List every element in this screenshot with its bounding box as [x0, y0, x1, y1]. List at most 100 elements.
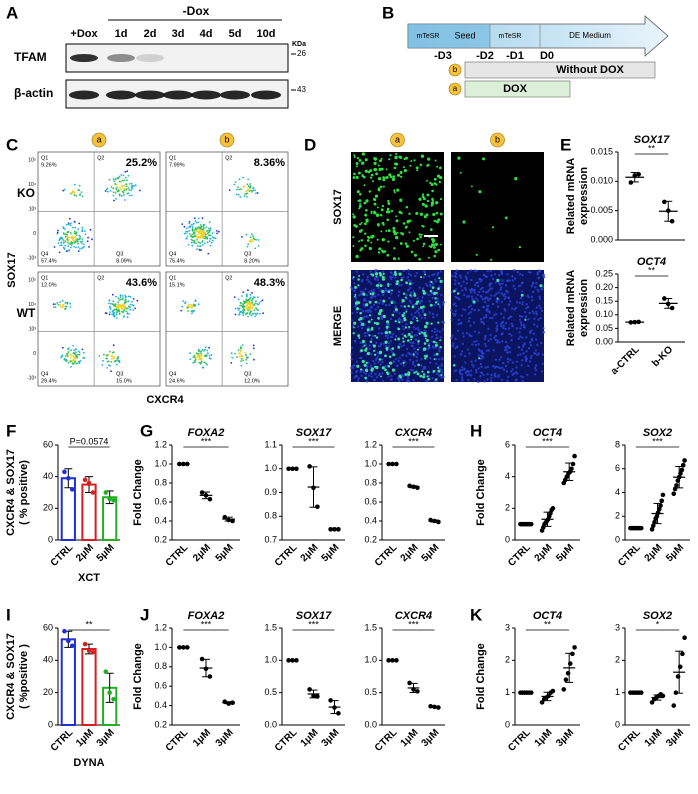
nucleus [501, 279, 504, 282]
nucleus [460, 368, 463, 372]
flow-event [197, 217, 200, 220]
flow-event [185, 227, 188, 230]
sox17-cell [377, 187, 381, 191]
sox17-cell [377, 177, 382, 181]
nucleus [523, 326, 526, 329]
nucleus [367, 374, 371, 377]
flow-event [77, 189, 80, 192]
nucleus [431, 335, 434, 339]
nucleus [506, 273, 509, 276]
nucleus [419, 330, 422, 333]
sox17-cell [399, 242, 403, 245]
nucleus [416, 309, 419, 313]
sox17-cell [384, 368, 387, 372]
nucleus [484, 335, 487, 339]
flow-event [72, 359, 75, 362]
flow-event [76, 240, 78, 242]
sox17-cell [425, 321, 429, 325]
nucleus [412, 290, 415, 293]
sox17-cell [366, 235, 370, 239]
quadrant-value: 8.20% [244, 258, 260, 264]
flow-event [238, 313, 241, 316]
sox17-cell [353, 156, 356, 159]
sox17-cell [357, 301, 361, 305]
flow-event [254, 296, 256, 299]
sox17-cell [376, 238, 379, 241]
nucleus [379, 363, 382, 366]
nucleus [496, 305, 500, 308]
flow-event [199, 245, 202, 248]
nucleus [475, 371, 478, 374]
sox17-cell [382, 299, 386, 303]
x-tick-label: 3μM [320, 727, 342, 749]
nucleus [364, 287, 367, 291]
flow-event [66, 238, 68, 240]
flow-event [54, 303, 57, 306]
flow-event [197, 349, 200, 352]
nucleus [486, 378, 489, 381]
flow-event [72, 345, 75, 347]
nucleus [484, 344, 487, 348]
nucleus [350, 371, 353, 375]
flow-event [69, 353, 72, 356]
nucleus [452, 342, 455, 345]
nucleus [431, 376, 434, 380]
nucleus [433, 273, 436, 276]
sox17-cell [462, 220, 466, 224]
flow-event [106, 367, 108, 369]
nucleus [454, 309, 457, 313]
flow-event [122, 310, 125, 312]
flow-event [241, 344, 244, 346]
flow-event [198, 361, 201, 364]
flow-event [83, 245, 85, 248]
quadrant-value: 75.4% [169, 258, 185, 264]
data-point [550, 506, 556, 511]
nucleus [504, 346, 507, 349]
nucleus [507, 317, 510, 320]
sox17-cell [424, 337, 427, 340]
y-tick-label: 0.4 [154, 700, 167, 710]
sox17-cell [365, 199, 369, 203]
nucleus [538, 270, 542, 273]
nucleus [368, 290, 371, 294]
stage-label: mTeSR [417, 33, 440, 40]
sox17-cell [418, 257, 421, 261]
nucleus [374, 295, 377, 298]
sox17-cell [424, 204, 428, 208]
flow-event [130, 182, 133, 185]
sox17-cell [430, 322, 433, 325]
data-point [82, 641, 88, 647]
nucleus [539, 316, 542, 320]
flow-event [195, 221, 198, 224]
quadrant-name: Q1 [169, 275, 176, 281]
nucleus [503, 307, 506, 311]
sox17-cell [374, 194, 379, 198]
sox17-cell [355, 162, 359, 165]
flow-event [136, 299, 139, 302]
sox17-cell [367, 170, 371, 174]
sox17-cell [408, 282, 412, 286]
flow-event [233, 183, 236, 186]
flow-event [209, 229, 212, 231]
nucleus [486, 270, 489, 273]
data-point [654, 513, 660, 519]
nucleus [521, 376, 524, 379]
nucleus [484, 315, 488, 319]
data-point [62, 628, 67, 634]
nucleus [510, 370, 513, 373]
nucleus [422, 367, 425, 370]
flow-event [72, 355, 75, 358]
nucleus [405, 354, 408, 357]
y-axis-label: Fold Change [132, 459, 144, 526]
nucleus [455, 378, 458, 382]
flow-event [246, 357, 248, 359]
flow-event [209, 357, 212, 360]
nucleus [462, 280, 465, 283]
nucleus [429, 361, 432, 364]
nucleus [490, 282, 493, 285]
nucleus [479, 375, 482, 378]
nucleus [516, 354, 520, 357]
flow-event [253, 238, 256, 241]
significance-label: ** [85, 619, 93, 629]
